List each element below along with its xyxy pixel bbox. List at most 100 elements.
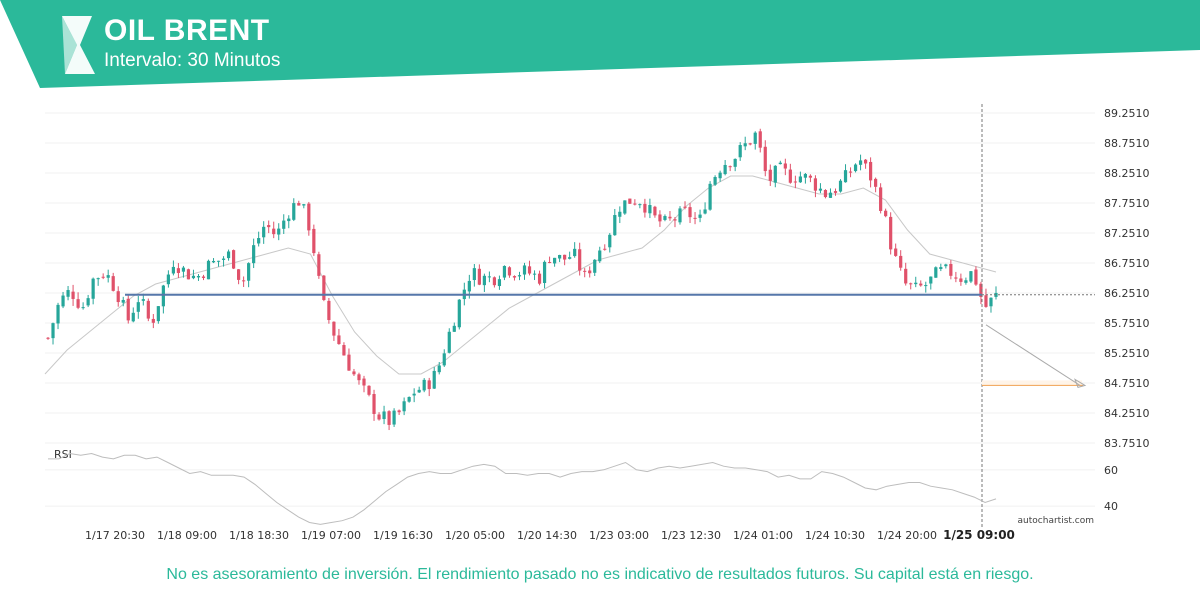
candle: [457, 299, 461, 330]
candle: [547, 256, 552, 264]
candle: [643, 198, 647, 218]
candle: [442, 349, 446, 367]
y-tick-label: 85.2510: [1104, 347, 1150, 360]
candle: [61, 291, 65, 309]
candle: [894, 243, 898, 257]
candle: [688, 203, 692, 224]
candle: [211, 258, 216, 264]
y-tick-label: 88.7510: [1104, 137, 1150, 150]
level-lines: [125, 104, 1095, 528]
candle: [563, 254, 567, 266]
candle: [608, 233, 612, 253]
candle: [487, 271, 491, 283]
y-tick-label: 87.2510: [1104, 227, 1150, 240]
candle: [768, 164, 772, 186]
candle: [216, 260, 221, 267]
candle: [362, 375, 366, 393]
candle: [648, 198, 652, 219]
candle: [633, 199, 637, 206]
autochartist-logo-icon: [62, 16, 95, 74]
candle: [176, 263, 181, 279]
candle: [944, 263, 948, 269]
candle: [653, 205, 657, 218]
candle: [823, 189, 828, 199]
candle: [417, 386, 421, 394]
candle: [553, 257, 557, 267]
x-tick-label: 1/23 03:00: [589, 529, 649, 542]
candle: [427, 377, 431, 397]
candle: [517, 271, 522, 281]
candle: [161, 284, 165, 314]
y-tick-label: 86.7510: [1104, 257, 1150, 270]
x-tick-label: 1/24 20:00: [877, 529, 937, 542]
candle: [407, 396, 411, 403]
candle: [267, 220, 271, 234]
candle: [532, 270, 537, 281]
candle: [783, 158, 787, 176]
x-tick-label: 1/20 14:30: [517, 529, 577, 542]
candle: [698, 209, 702, 223]
candle: [342, 342, 346, 356]
candle: [613, 208, 617, 236]
y-tick-label: 89.2510: [1104, 107, 1150, 120]
x-tick-label: 1/19 16:30: [373, 529, 433, 542]
y-tick-label: 84.7510: [1104, 377, 1150, 390]
candle: [693, 212, 697, 225]
rsi-line: [48, 452, 997, 525]
candle: [522, 262, 527, 280]
candle: [758, 128, 762, 153]
candle: [568, 251, 572, 260]
candle: [628, 198, 632, 204]
candle: [989, 297, 993, 313]
candle: [974, 266, 978, 286]
candle-series: [46, 128, 998, 431]
candle: [658, 210, 662, 227]
candle: [919, 280, 923, 287]
candle: [728, 165, 732, 172]
candle: [863, 159, 868, 169]
instrument-title: OIL BRENT: [104, 14, 270, 47]
candle: [603, 244, 607, 251]
forecast-zone: [982, 380, 1082, 386]
rsi-y-tick-label: 60: [1104, 464, 1118, 477]
x-tick-label: 1/24 01:00: [733, 529, 793, 542]
candle: [166, 270, 170, 288]
x-tick-label: 1/18 18:30: [229, 529, 289, 542]
candle: [81, 302, 85, 310]
header-background: [0, 0, 1200, 88]
candle: [51, 322, 55, 345]
candle: [397, 409, 401, 415]
candle: [818, 183, 823, 194]
candle: [327, 297, 331, 324]
candle: [106, 269, 110, 283]
candle: [231, 249, 236, 270]
candle: [593, 259, 597, 277]
candle: [969, 270, 973, 284]
candle: [663, 214, 667, 222]
rsi-y-tick-label: 40: [1104, 500, 1118, 513]
candle: [242, 276, 246, 287]
candle: [91, 277, 95, 305]
candle: [292, 198, 296, 222]
candle: [914, 276, 918, 288]
candle: [76, 292, 80, 310]
candle: [638, 203, 642, 209]
price-chart: 89.2510 88.7510 88.2510 87.7510 87.2510 86.75…: [44, 104, 1150, 542]
candle: [252, 238, 256, 269]
candle: [56, 302, 60, 330]
candle: [588, 266, 592, 278]
candle: [181, 265, 186, 278]
candle: [924, 281, 928, 293]
candle: [788, 163, 792, 184]
candle: [126, 295, 130, 324]
candle: [257, 231, 261, 247]
candle: [929, 276, 933, 290]
candle: [803, 172, 807, 184]
rsi-label: RSI: [54, 448, 72, 461]
y-tick-label: 87.7510: [1104, 197, 1150, 210]
candle: [121, 296, 125, 307]
candle: [492, 276, 497, 288]
x-tick-label: 1/23 12:30: [661, 529, 721, 542]
x-tick-label: 1/20 05:00: [445, 529, 505, 542]
x-axis-ticks: 1/17 20:30 1/18 09:00 1/18 18:30 1/19 07:00…: [85, 528, 1015, 542]
